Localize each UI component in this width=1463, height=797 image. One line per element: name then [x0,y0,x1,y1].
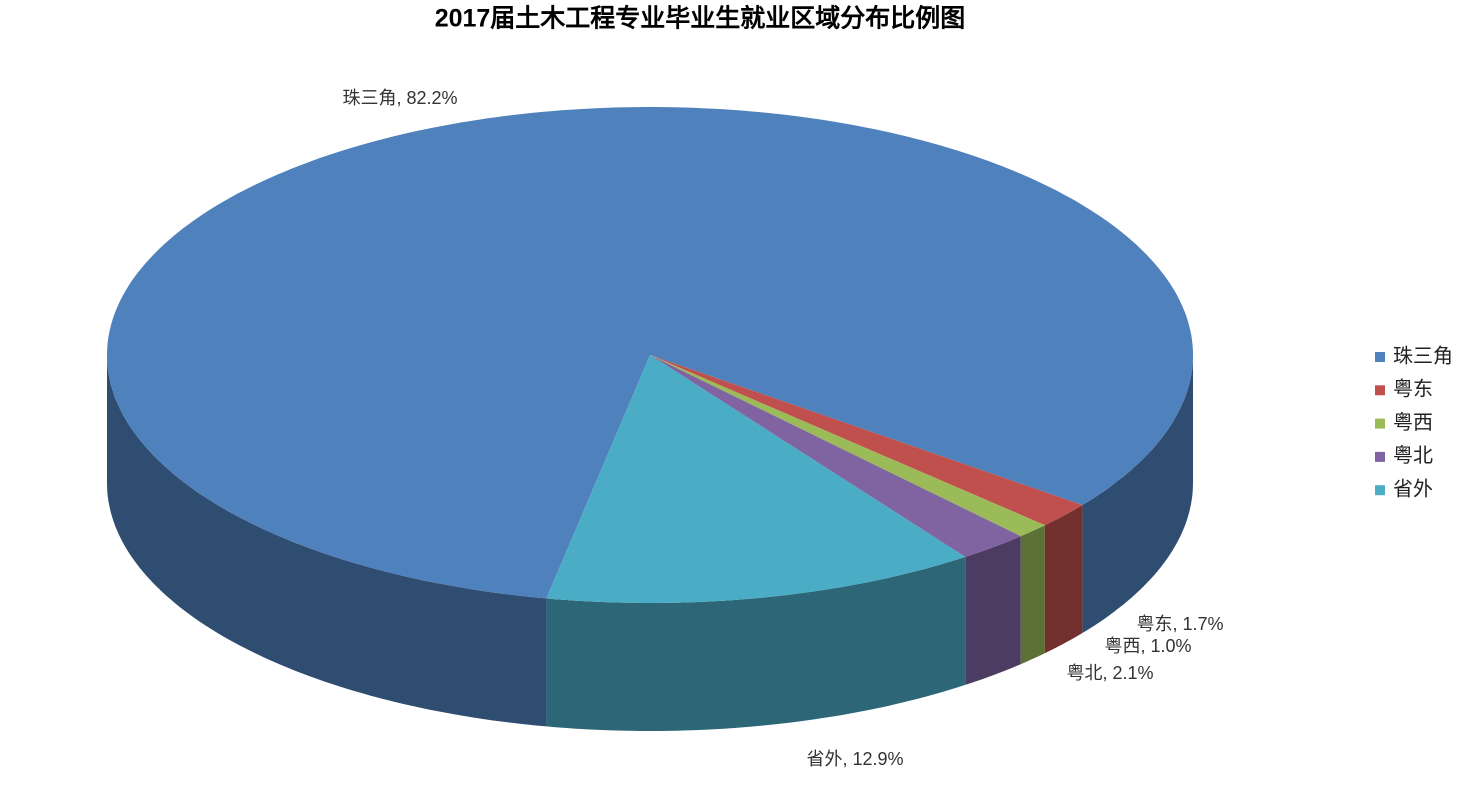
pie-side [1020,525,1045,665]
pie-slice [650,355,1083,526]
pie-slice [107,107,1193,599]
pie-slice [650,355,1021,557]
legend-swatch [1375,385,1385,396]
data-label: 粤东, 1.7% [1136,614,1223,634]
chart-title: 2017届土木工程专业毕业生就业区域分布比例图 [435,4,966,33]
legend-label: 粤西 [1393,411,1433,434]
data-label: 珠三角, 82.2% [342,88,457,108]
data-label: 粤北, 2.1% [1066,663,1153,683]
pie-side [546,556,966,731]
pie-slice [650,355,1045,537]
legend-swatch [1375,451,1385,462]
legend-swatch [1375,418,1385,429]
legend-swatch [1375,485,1385,496]
legend-label: 粤北 [1393,444,1433,467]
legend-label: 省外 [1393,477,1433,500]
pie-side [1044,505,1083,654]
data-label: 粤西, 1.0% [1104,636,1191,656]
legend-label: 粤东 [1393,378,1433,401]
legend-swatch [1375,352,1385,362]
pie-side [965,536,1021,685]
pie-slice [546,355,966,603]
pie-side [1082,355,1193,633]
legend-label: 珠三角 [1393,344,1453,367]
data-label: 省外, 12.9% [806,749,903,769]
pie-side [107,355,547,727]
